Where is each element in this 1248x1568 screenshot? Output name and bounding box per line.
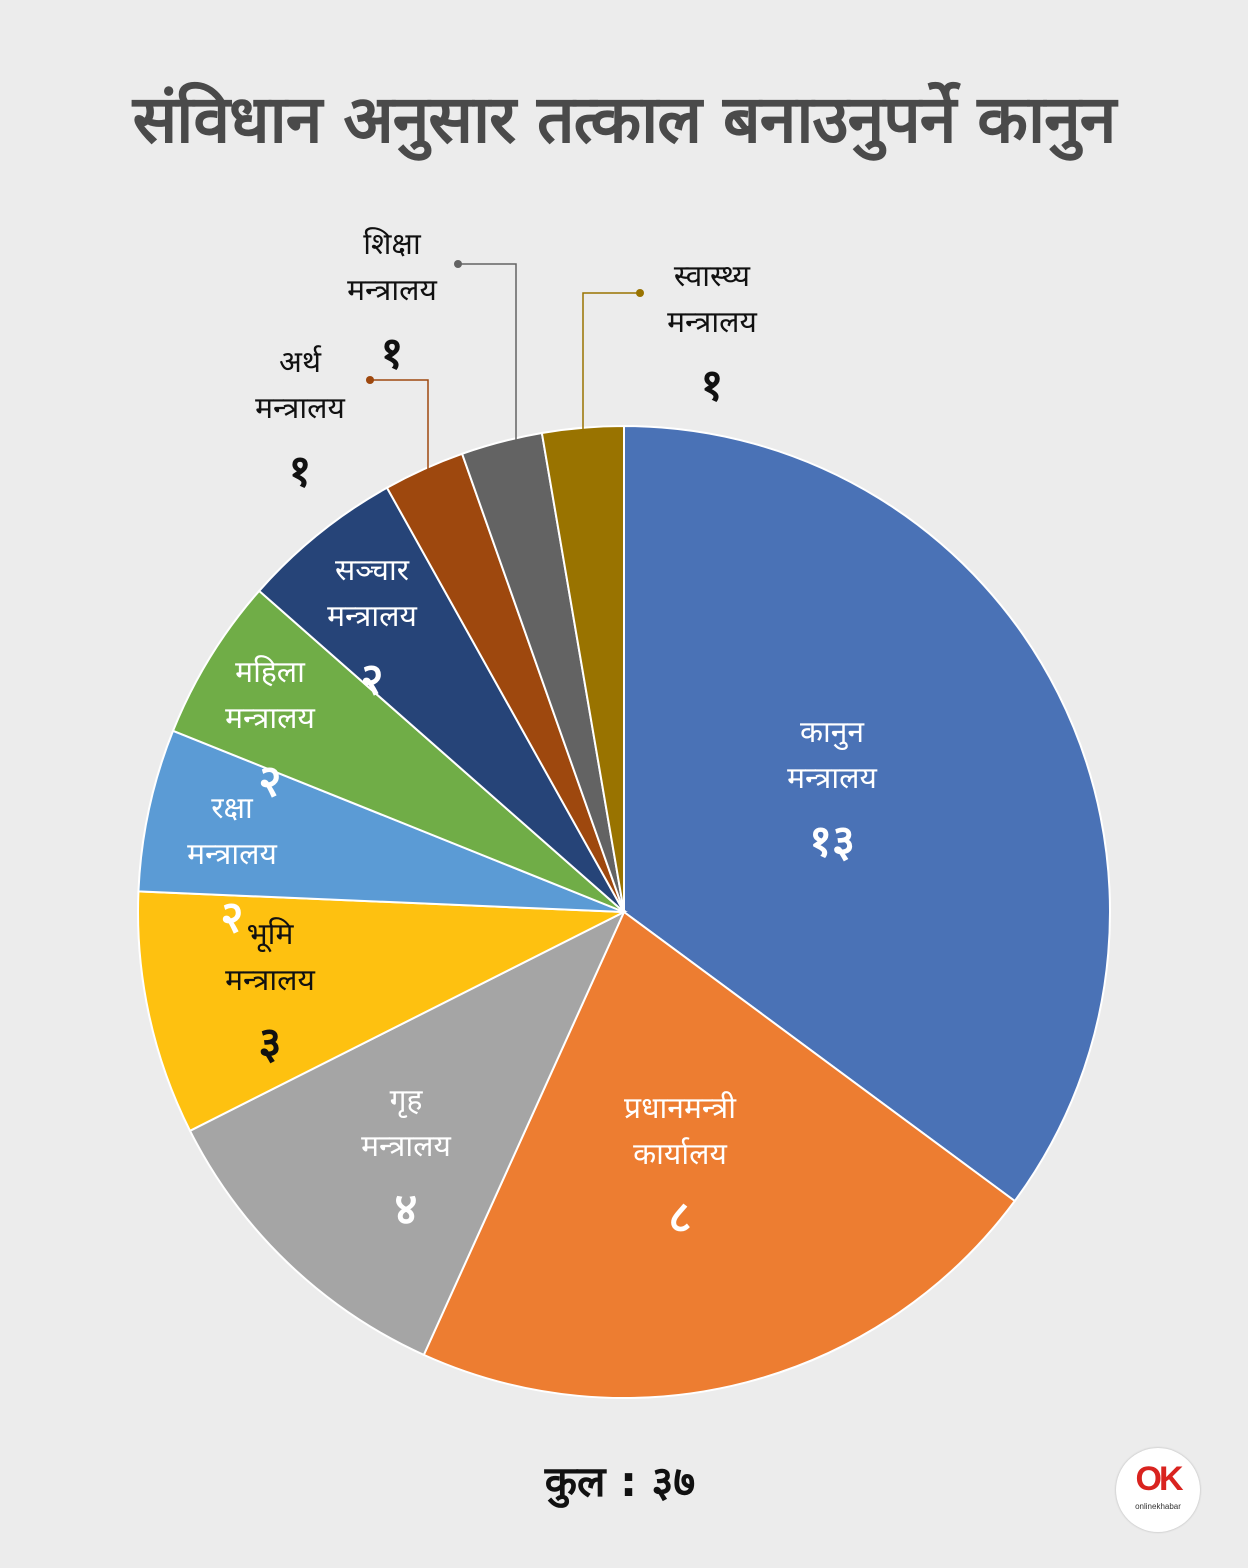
slice-label: प्रधानमन्त्री: [624, 1091, 737, 1126]
slice-label: मन्त्रालय: [667, 305, 757, 340]
pie-slice: [137, 729, 625, 913]
slice-label: कार्यालय: [633, 1137, 727, 1172]
slice-label: मन्त्रालय: [187, 837, 277, 872]
slice-label: स्वास्थ्य: [674, 259, 751, 294]
slice-label: कानुन: [800, 715, 865, 751]
pie-slice: [188, 909, 627, 1357]
leader-dot: [636, 289, 644, 297]
chart-title: संविधान अनुसार तत्काल बनाउनुपर्ने कानुन: [132, 81, 1117, 158]
slice-label: सञ्चार: [335, 553, 410, 588]
slice-label: गृह: [390, 1083, 424, 1119]
slice-label: महिला: [235, 655, 306, 690]
pie-slice: [422, 910, 1017, 1399]
pie-slice: [171, 589, 625, 913]
slice-label: मन्त्रालय: [225, 701, 315, 736]
slice-label: मन्त्रालय: [225, 963, 315, 998]
onlinekhabar-logo: OK onlinekhabar: [1116, 1448, 1200, 1532]
leader-line: [370, 379, 429, 470]
slice-value: २: [361, 654, 384, 705]
slice-value: १: [289, 446, 312, 497]
leader-line: [458, 263, 517, 440]
slice-label: भूमि: [247, 917, 295, 953]
pie-slice: [137, 890, 628, 1133]
leader-dot: [366, 376, 374, 384]
leader-dot: [454, 260, 462, 268]
slice-value: २: [259, 756, 282, 807]
slice-label: मन्त्रालय: [787, 761, 877, 796]
pie-slice: [257, 486, 625, 913]
slice-label: मन्त्रालय: [347, 273, 437, 308]
slice-value: ८: [669, 1192, 692, 1243]
slice-label: मन्त्रालय: [361, 1129, 451, 1164]
slice-value: १: [381, 328, 404, 379]
slice-value: ३: [259, 1018, 282, 1069]
slice-label: अर्थ: [279, 345, 322, 380]
slice-label: रक्षा: [211, 791, 254, 826]
logo-mark: OK: [1135, 1460, 1184, 1498]
slice-label: शिक्षा: [363, 227, 422, 262]
pie-slice: [623, 424, 1111, 1203]
slice-value: २: [221, 892, 244, 943]
slice-value: ४: [395, 1184, 418, 1235]
slice-value: १३: [809, 816, 855, 867]
total-label: कुल : ३७: [544, 1457, 696, 1506]
slice-label: मन्त्रालय: [255, 391, 345, 426]
leader-line: [582, 292, 640, 432]
logo-text: onlinekhabar: [1135, 1502, 1181, 1511]
slice-value: १: [701, 360, 724, 411]
slice-label: मन्त्रालय: [327, 599, 417, 634]
